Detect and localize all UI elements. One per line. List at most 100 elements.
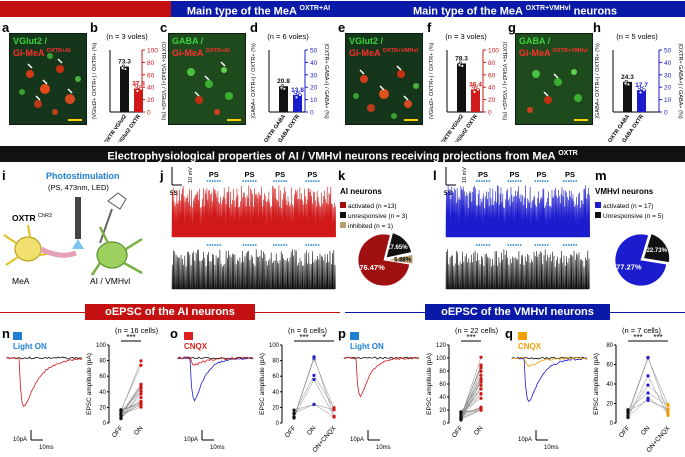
data-point-0 (626, 415, 630, 419)
epsc-trace-1 (343, 356, 420, 398)
chart-b: (n = 3 voles) 0 20 40 60 80 100 (VGlut2+ OXTR+)… (92, 32, 166, 142)
banner-ephys-sup: OXTR (558, 150, 578, 157)
data-point (637, 85, 642, 90)
banner-vmh-epsc-text: oEPSC of the VMHvl neurons (441, 306, 594, 318)
tick-label: 120 (436, 343, 447, 349)
tick-label-right: 20 (664, 85, 672, 92)
data-point-1 (139, 396, 143, 400)
data-point-1 (479, 387, 483, 391)
y-axis-label-left: (VGlut2+ OXTR+) / OXTR+ (%) (429, 42, 435, 119)
stim-label: Light ON (350, 342, 384, 351)
mea-label: MeA (12, 276, 30, 286)
data-point-1 (139, 405, 143, 409)
pie-slice-1 (643, 233, 670, 263)
tick-label-right: 30 (310, 72, 318, 79)
data-point-2 (332, 406, 336, 410)
pie-slice-0 (357, 233, 411, 287)
pair-line (460, 409, 482, 420)
category-label-0: OFF (284, 425, 298, 439)
micrograph-c-label: GABA / Gi-MeA OXTR+AI (172, 36, 230, 58)
light-cone (72, 239, 84, 249)
epsc-trace-1 (511, 356, 588, 403)
category-label-1: ON (473, 425, 485, 437)
ps-mark-label: PS (565, 170, 575, 179)
legend-swatch-0 (595, 202, 601, 208)
data-point-0 (119, 408, 123, 412)
tick-label: 60 (272, 374, 279, 380)
value-label-1: 17.7 (635, 82, 648, 89)
data-point-2 (666, 413, 670, 418)
data-point (135, 89, 140, 93)
n-label: (n = 22 cells) (455, 326, 499, 335)
data-point-0 (119, 416, 123, 421)
tick-label: 80 (606, 343, 613, 349)
tick-label: 0 (443, 421, 447, 427)
tick-label-right: 10 (664, 97, 672, 104)
micrograph-e: VGlut2 /Gi-MeA OXTR+VMHvl (345, 33, 423, 125)
data-point (471, 84, 476, 89)
pair-line (460, 408, 482, 414)
micrograph-g: GABA / Gi-MeA OXTR+VMHvl (515, 33, 593, 125)
target-label: AI / VMHvl (90, 276, 130, 286)
pie-title: AI neurons (340, 187, 382, 196)
n-label: (n = 3 voles) (445, 32, 487, 41)
n-label: (n = 3 voles) (106, 32, 148, 41)
pair-line (120, 390, 142, 419)
category-label-1: ON (640, 425, 652, 437)
y-axis-label-right: (OXTR+ VGlut2+) / VGlut2+ (%) (501, 42, 507, 121)
banner-vmh-title: Main type of the MeA (412, 5, 526, 18)
y-axis-label-right: (OXTR+ GABA+) / GABA+ (%) (677, 43, 683, 119)
tick-label: 60 (99, 374, 106, 380)
tick-label: 80 (439, 369, 446, 375)
scale-pa: 10pA (350, 437, 364, 443)
data-point-1 (646, 374, 650, 378)
pie-value-2: 5.88% (394, 257, 412, 263)
data-point-2 (332, 415, 336, 419)
pie-value-0: 76.47% (359, 263, 385, 272)
tick-label-right: 0 (147, 110, 151, 117)
data-point-1 (479, 363, 483, 367)
data-point-1 (646, 396, 650, 400)
data-point-0 (119, 413, 123, 417)
category-label-0: OFF (618, 425, 632, 439)
n-label: (n = 16 cells) (115, 326, 159, 335)
schematic-i: Photostimulation (PS, 473nm, LED) OXTR C… (3, 171, 143, 286)
banner-ai-epsc-text: oEPSC of the AI neurons (105, 306, 235, 318)
legend-swatch-0 (340, 202, 346, 208)
pie-value-1: 17.65% (387, 245, 408, 251)
ps-mark-label: PS (209, 170, 219, 179)
data-point-1 (139, 402, 143, 406)
y-axis-label: EPSC amplitude (pA) (86, 353, 93, 415)
legend-label-1: unresponsive (n = 3) (348, 213, 407, 220)
data-point (279, 86, 284, 90)
n-label: (n = 6 cells) (288, 326, 327, 335)
tick-label: 40 (272, 390, 279, 396)
n-label: (n = 5 voles) (616, 32, 658, 41)
tick-label: 60 (439, 382, 446, 388)
legend-swatch-1 (595, 212, 601, 218)
tick-label-right: 10 (310, 97, 318, 104)
scale-pa: 10pA (184, 437, 198, 443)
tick-label-right: 40 (488, 85, 496, 92)
data-point (472, 90, 477, 94)
data-point-1 (312, 402, 316, 406)
pie-value-0: 77.27% (616, 263, 642, 272)
tick-label: 100 (436, 356, 447, 362)
epsc-trace-1 (6, 357, 83, 408)
bar-0 (457, 63, 466, 112)
banner-ephys: Electrophysiological properties of AI / … (0, 146, 685, 163)
category-label-0: OFF (451, 425, 465, 439)
data-point-0 (292, 408, 296, 412)
traces-j: 5S 10 mV PS PS PS PS (170, 167, 336, 290)
tick-label-right: 100 (147, 48, 158, 55)
photostim-params: (PS, 473nm, LED) (48, 183, 109, 192)
pie-k: AI neurons activated (n =13) unresponsive … (340, 187, 414, 287)
value-label-0: 24.3 (621, 74, 634, 81)
banner-ai-suffix: neurons (236, 21, 281, 34)
pair-line (460, 379, 482, 419)
tick-label: 100 (269, 343, 280, 349)
data-point-0 (292, 411, 296, 415)
light-fiber (75, 197, 81, 239)
chart-h: (n = 5 voles) 0 10 20 30 40 50 (GABA+ OXTR+) / … (595, 32, 683, 142)
panel-label-b: b (90, 20, 98, 35)
